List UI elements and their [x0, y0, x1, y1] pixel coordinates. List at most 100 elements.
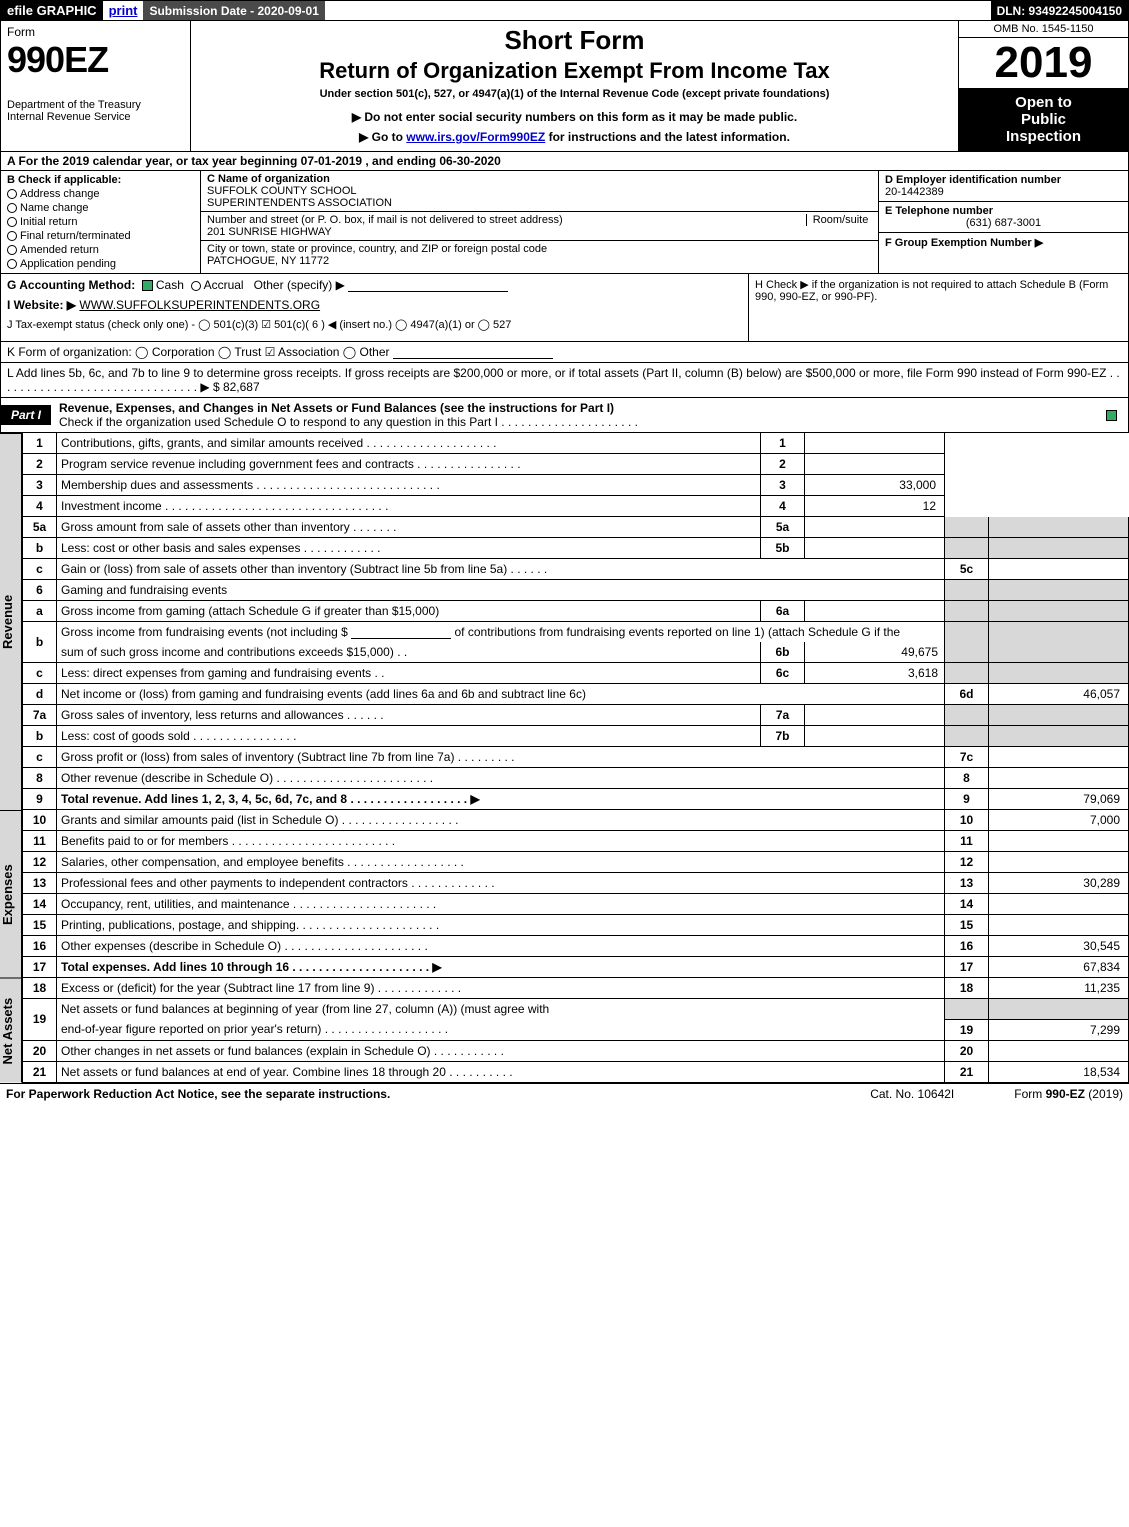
dln-label: DLN: 93492245004150: [991, 1, 1128, 20]
chk-cash[interactable]: [142, 280, 153, 291]
form-label: Form: [7, 25, 184, 39]
d-label: D Employer identification number: [885, 174, 1061, 186]
ein-value: 20-1442389: [885, 186, 944, 198]
warn-ssn: ▶ Do not enter social security numbers o…: [199, 110, 950, 124]
block-g-i-j: G Accounting Method: Cash Accrual Other …: [1, 274, 748, 341]
chk-amended-return[interactable]: Amended return: [7, 244, 194, 256]
print-link[interactable]: print: [103, 1, 144, 20]
website-line: I Website: ▶ WWW.SUFFOLKSUPERINTENDENTS.…: [7, 298, 742, 312]
line-11: 11Benefits paid to or for members . . . …: [23, 831, 1129, 852]
net-assets-table: 18Excess or (deficit) for the year (Subt…: [22, 978, 1129, 1083]
part-i-checkbox[interactable]: [1106, 410, 1117, 421]
goto-link[interactable]: www.irs.gov/Form990EZ: [406, 130, 545, 144]
header-mid: Short Form Return of Organization Exempt…: [191, 21, 958, 151]
line-19: 19Net assets or fund balances at beginni…: [23, 999, 1129, 1020]
subhead-section: Under section 501(c), 527, or 4947(a)(1)…: [199, 88, 950, 100]
line-6: 6Gaming and fundraising events: [23, 580, 1129, 601]
goto-pre: ▶ Go to: [359, 130, 406, 144]
line-4: 4Investment income . . . . . . . . . . .…: [23, 496, 1129, 517]
line-7a: 7aGross sales of inventory, less returns…: [23, 705, 1129, 726]
expenses-sidebar: Expenses: [0, 810, 22, 978]
line-1: 1Contributions, gifts, grants, and simil…: [23, 433, 1129, 454]
line-16: 16Other expenses (describe in Schedule O…: [23, 936, 1129, 957]
line-10: 10Grants and similar amounts paid (list …: [23, 810, 1129, 831]
part-i-header: Part I Revenue, Expenses, and Changes in…: [0, 398, 1129, 433]
open-to-public: Open to Public Inspection: [959, 88, 1128, 151]
line-19b: end-of-year figure reported on prior yea…: [23, 1019, 1129, 1040]
line-6a: aGross income from gaming (attach Schedu…: [23, 601, 1129, 622]
line-14: 14Occupancy, rent, utilities, and mainte…: [23, 894, 1129, 915]
block-b: B Check if applicable: Address change Na…: [1, 171, 201, 273]
top-bar: efile GRAPHIC print Submission Date - 20…: [0, 0, 1129, 21]
org-address: 201 SUNRISE HIGHWAY: [207, 226, 332, 238]
line-5c: cGain or (loss) from sale of assets othe…: [23, 559, 1129, 580]
open-line1: Open to: [963, 94, 1124, 111]
topbar-spacer: [325, 1, 991, 20]
dept-irs: Internal Revenue Service: [7, 111, 184, 123]
block-h: H Check ▶ if the organization is not req…: [748, 274, 1128, 341]
expenses-table: 10Grants and similar amounts paid (list …: [22, 810, 1129, 978]
tax-year: 2019: [959, 38, 1128, 88]
form-number: 990EZ: [7, 39, 184, 81]
line-8: 8Other revenue (describe in Schedule O) …: [23, 768, 1129, 789]
efile-label: efile GRAPHIC: [1, 1, 103, 20]
chk-address-change[interactable]: Address change: [7, 188, 194, 200]
tax-exempt-status: J Tax-exempt status (check only one) - ◯…: [7, 318, 742, 331]
row-g-h: G Accounting Method: Cash Accrual Other …: [0, 274, 1129, 342]
goto-post: for instructions and the latest informat…: [549, 130, 790, 144]
part-i-check: Check if the organization used Schedule …: [59, 415, 638, 429]
block-def: D Employer identification number 20-1442…: [878, 171, 1128, 273]
line-15: 15Printing, publications, postage, and s…: [23, 915, 1129, 936]
line-17: 17Total expenses. Add lines 10 through 1…: [23, 957, 1129, 978]
line-2: 2Program service revenue including gover…: [23, 454, 1129, 475]
e-label: E Telephone number: [885, 205, 993, 217]
block-c: C Name of organization SUFFOLK COUNTY SC…: [201, 171, 878, 273]
c-name-label: C Name of organization: [207, 173, 330, 185]
line-7b: bLess: cost of goods sold . . . . . . . …: [23, 726, 1129, 747]
line-6c: cLess: direct expenses from gaming and f…: [23, 663, 1129, 684]
header-left: Form 990EZ Department of the Treasury In…: [1, 21, 191, 151]
dept-treasury: Department of the Treasury: [7, 99, 184, 111]
chk-final-return[interactable]: Final return/terminated: [7, 230, 194, 242]
org-name-2: SUPERINTENDENTS ASSOCIATION: [207, 197, 392, 209]
row-k: K Form of organization: ◯ Corporation ◯ …: [0, 342, 1129, 363]
line-12: 12Salaries, other compensation, and empl…: [23, 852, 1129, 873]
paperwork-notice: For Paperwork Reduction Act Notice, see …: [6, 1087, 870, 1101]
title-return: Return of Organization Exempt From Incom…: [199, 58, 950, 84]
line-5b: bLess: cost or other basis and sales exp…: [23, 538, 1129, 559]
chk-name-change[interactable]: Name change: [7, 202, 194, 214]
website-link[interactable]: WWW.SUFFOLKSUPERINTENDENTS.ORG: [79, 298, 320, 312]
expenses-section: Expenses 10Grants and similar amounts pa…: [0, 810, 1129, 978]
line-3: 3Membership dues and assessments . . . .…: [23, 475, 1129, 496]
h-text: H Check ▶ if the organization is not req…: [755, 279, 1108, 303]
omb-number: OMB No. 1545-1150: [959, 21, 1128, 38]
part-i-title: Revenue, Expenses, and Changes in Net As…: [51, 398, 1098, 432]
header-right: OMB No. 1545-1150 2019 Open to Public In…: [958, 21, 1128, 151]
part-i-tab: Part I: [1, 405, 51, 425]
open-line2: Public: [963, 111, 1124, 128]
accounting-method: G Accounting Method: Cash Accrual Other …: [7, 278, 742, 292]
line-20: 20Other changes in net assets or fund ba…: [23, 1040, 1129, 1061]
revenue-sidebar: Revenue: [0, 433, 22, 810]
page-footer: For Paperwork Reduction Act Notice, see …: [0, 1083, 1129, 1104]
open-line3: Inspection: [963, 128, 1124, 145]
addr-label: Number and street (or P. O. box, if mail…: [207, 214, 563, 226]
chk-initial-return[interactable]: Initial return: [7, 216, 194, 228]
tax-period: A For the 2019 calendar year, or tax yea…: [0, 152, 1129, 171]
submission-date: Submission Date - 2020-09-01: [143, 1, 324, 20]
row-l: L Add lines 5b, 6c, and 7b to line 9 to …: [0, 363, 1129, 398]
cat-number: Cat. No. 10642I: [870, 1087, 954, 1101]
line-9: 9Total revenue. Add lines 1, 2, 3, 4, 5c…: [23, 789, 1129, 810]
chk-application-pending[interactable]: Application pending: [7, 258, 194, 270]
line-5a: 5aGross amount from sale of assets other…: [23, 517, 1129, 538]
chk-accrual[interactable]: [191, 281, 201, 291]
room-label: Room/suite: [806, 214, 869, 226]
line-18: 18Excess or (deficit) for the year (Subt…: [23, 978, 1129, 999]
phone-value: (631) 687-3001: [885, 217, 1122, 229]
line-21: 21Net assets or fund balances at end of …: [23, 1061, 1129, 1082]
org-name-1: SUFFOLK COUNTY SCHOOL: [207, 185, 357, 197]
city-label: City or town, state or province, country…: [207, 243, 547, 255]
block-b-header: B Check if applicable:: [7, 174, 194, 186]
gross-receipts-value: $ 82,687: [213, 380, 260, 394]
net-assets-sidebar: Net Assets: [0, 978, 22, 1083]
